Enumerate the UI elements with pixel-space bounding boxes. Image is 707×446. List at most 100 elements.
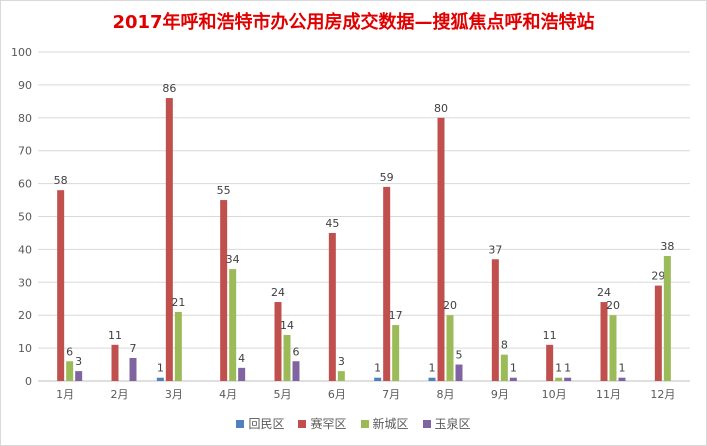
- legend-item: 赛罕区: [298, 415, 347, 432]
- bar: [428, 377, 436, 381]
- bar: [609, 315, 617, 381]
- data-label: 1: [564, 362, 571, 375]
- data-label: 11: [108, 329, 122, 342]
- y-tick-label: 40: [18, 243, 32, 256]
- data-label: 38: [660, 240, 674, 253]
- data-label: 37: [488, 243, 502, 256]
- data-label: 20: [606, 299, 620, 312]
- data-label: 29: [651, 270, 665, 283]
- bar: [75, 371, 83, 381]
- bar: [446, 315, 454, 381]
- bar: [156, 377, 164, 381]
- legend-label: 新城区: [372, 417, 409, 431]
- bar: [274, 302, 282, 381]
- bar: [455, 364, 463, 381]
- data-label: 24: [271, 286, 285, 299]
- x-tick-label: 4月: [219, 388, 237, 401]
- data-label: 5: [456, 349, 463, 362]
- bar: [654, 285, 662, 381]
- y-tick-label: 60: [18, 178, 32, 191]
- data-label: 6: [66, 345, 73, 358]
- legend-item: 玉泉区: [422, 415, 471, 432]
- x-tick-label: 1月: [56, 388, 74, 401]
- bar: [618, 377, 626, 381]
- x-tick-label: 7月: [382, 388, 400, 401]
- bar: [328, 232, 336, 381]
- legend-label: 玉泉区: [434, 417, 471, 431]
- bar: [564, 377, 572, 381]
- x-tick-label: 2月: [111, 388, 129, 401]
- data-label: 6: [293, 345, 300, 358]
- bar: [111, 344, 119, 381]
- bar: [491, 259, 499, 381]
- bar: [509, 377, 517, 381]
- data-label: 86: [162, 82, 176, 95]
- x-tick-label: 8月: [437, 388, 455, 401]
- y-tick-label: 10: [18, 342, 32, 355]
- bar: [337, 371, 345, 381]
- data-label: 1: [555, 362, 562, 375]
- y-tick-label: 50: [18, 211, 32, 224]
- y-tick-label: 70: [18, 145, 32, 158]
- data-label: 17: [389, 309, 403, 322]
- bar: [437, 117, 445, 382]
- bar: [129, 357, 137, 381]
- y-tick-label: 20: [18, 309, 32, 322]
- x-tick-label: 6月: [328, 388, 346, 401]
- legend-swatch: [236, 419, 245, 428]
- data-label: 4: [238, 352, 245, 365]
- data-label: 3: [75, 355, 82, 368]
- legend-swatch: [360, 419, 369, 428]
- bar: [663, 255, 671, 381]
- data-label: 24: [597, 286, 611, 299]
- data-label: 11: [543, 329, 557, 342]
- x-tick-label: 10月: [542, 388, 567, 401]
- data-label: 3: [338, 355, 345, 368]
- legend-swatch: [422, 419, 431, 428]
- x-tick-label: 9月: [491, 388, 509, 401]
- data-label: 1: [429, 362, 436, 375]
- legend-label: 赛罕区: [310, 417, 347, 431]
- bar: [220, 200, 228, 381]
- bar: [165, 98, 173, 381]
- data-label: 1: [374, 362, 381, 375]
- bar: [546, 344, 554, 381]
- data-label: 1: [619, 362, 626, 375]
- y-tick-label: 100: [11, 46, 32, 59]
- data-label: 20: [443, 299, 457, 312]
- bar: [229, 269, 237, 381]
- bar: [383, 186, 391, 381]
- bar: [283, 334, 291, 381]
- data-label: 80: [434, 102, 448, 115]
- data-label: 45: [325, 217, 339, 230]
- chart-legend: 回民区 赛罕区 新城区 玉泉区: [0, 415, 707, 432]
- bar: [238, 367, 246, 381]
- data-label: 1: [510, 362, 517, 375]
- bar: [500, 354, 508, 381]
- data-label: 1: [157, 362, 164, 375]
- y-tick-label: 90: [18, 79, 32, 92]
- legend-item: 新城区: [360, 415, 409, 432]
- y-tick-label: 0: [25, 375, 32, 388]
- bar: [374, 377, 382, 381]
- bar: [600, 302, 608, 381]
- data-label: 59: [380, 171, 394, 184]
- data-label: 8: [501, 339, 508, 352]
- legend-item: 回民区: [236, 415, 284, 432]
- bar: [292, 361, 300, 381]
- y-tick-label: 80: [18, 112, 32, 125]
- y-tick-label: 30: [18, 276, 32, 289]
- bar: [392, 325, 400, 381]
- data-label: 21: [171, 296, 185, 309]
- data-label: 55: [217, 184, 231, 197]
- data-label: 58: [54, 174, 68, 187]
- chart-title: 2017年呼和浩特市办公用房成交数据—搜狐焦点呼和浩特站: [112, 12, 595, 33]
- bar: [57, 190, 65, 381]
- legend-label: 回民区: [248, 417, 285, 431]
- x-tick-label: 3月: [165, 388, 183, 401]
- data-label: 7: [130, 342, 137, 355]
- x-tick-label: 11月: [596, 388, 621, 401]
- x-tick-label: 12月: [650, 388, 675, 401]
- bar: [66, 361, 74, 381]
